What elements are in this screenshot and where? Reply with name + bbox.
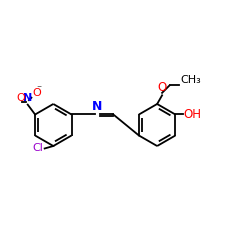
Text: O: O (16, 93, 25, 103)
Text: N: N (92, 100, 102, 112)
Text: ⁻: ⁻ (36, 85, 42, 95)
Text: Cl: Cl (32, 144, 44, 154)
Text: O: O (158, 81, 167, 94)
Text: O: O (32, 88, 41, 98)
Text: OH: OH (184, 108, 202, 121)
Text: CH₃: CH₃ (180, 75, 201, 85)
Text: N: N (23, 93, 32, 103)
